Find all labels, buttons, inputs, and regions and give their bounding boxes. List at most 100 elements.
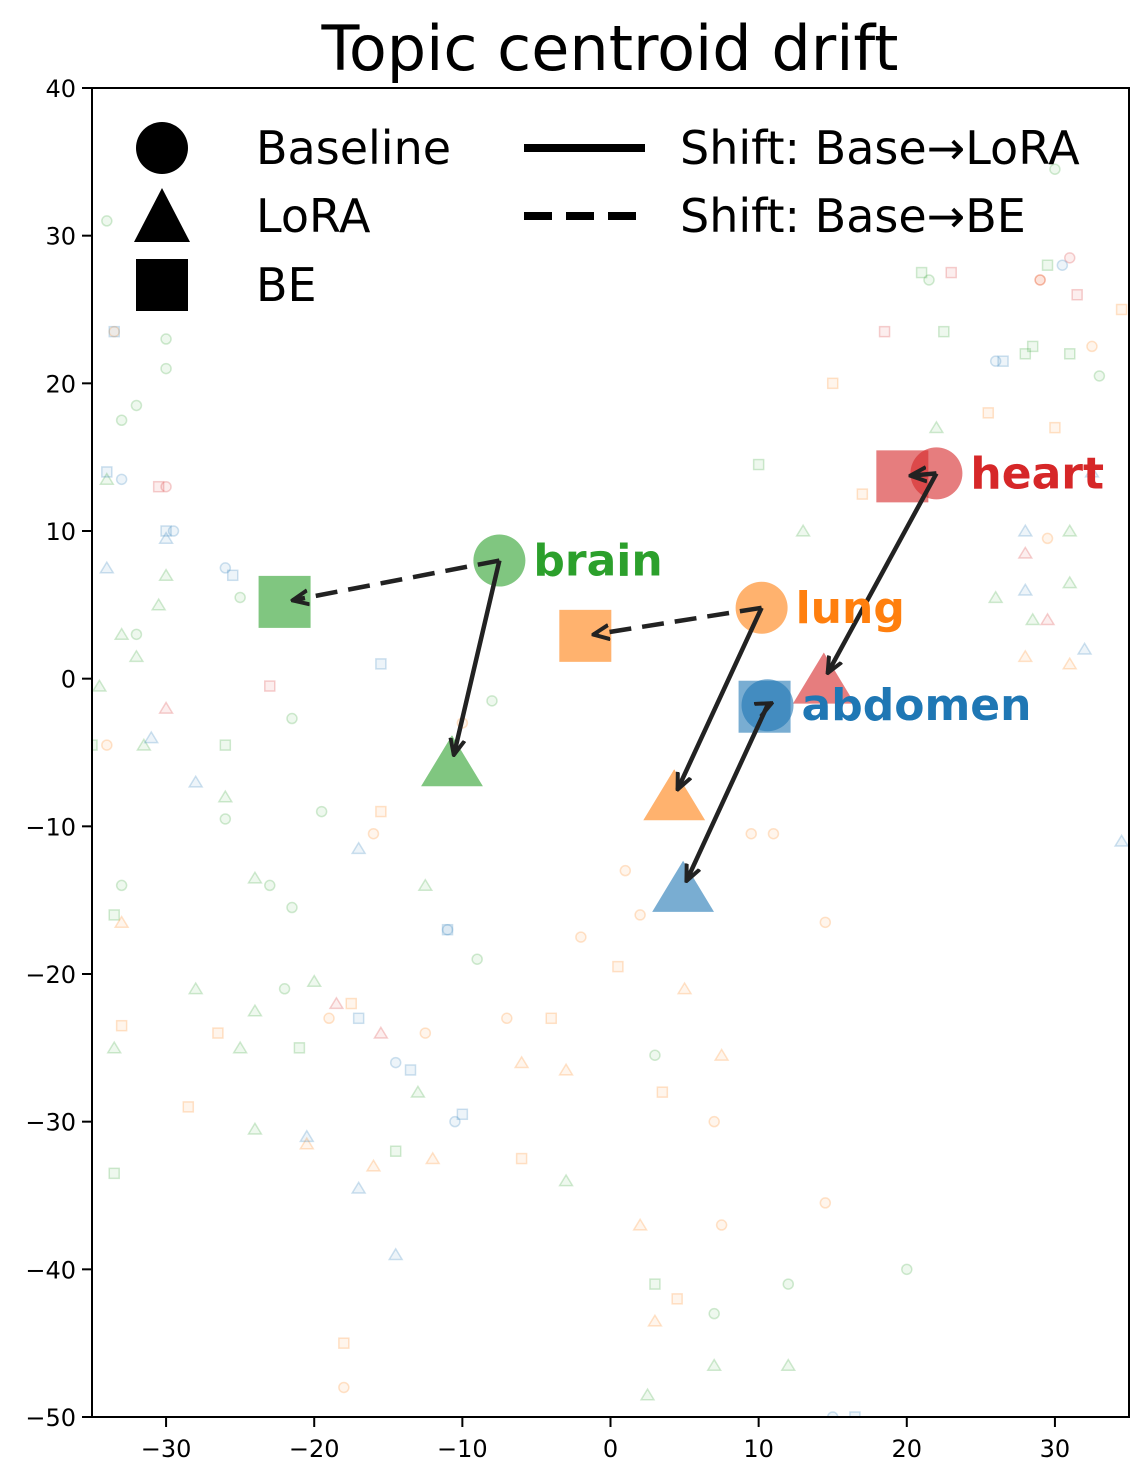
background-point [826,1411,839,1417]
background-point [306,974,322,988]
background-point [108,325,120,338]
legend-label: Shift: Base→LoRA [680,121,1080,175]
background-point [167,525,180,537]
background-point [1041,532,1054,545]
background-point [1061,656,1078,670]
x-tick-label: 10 [743,1435,774,1463]
background-point [982,407,995,419]
background-point [92,739,98,751]
background-point [160,333,172,345]
y-tick-label: −40 [25,1256,76,1284]
topic-label-abdomen: abdomen [802,680,1032,731]
background-point [365,1158,382,1172]
background-point [987,590,1004,604]
x-tick-label: 0 [603,1435,618,1463]
background-point [101,215,113,227]
background-point [780,1358,797,1371]
background-point [997,355,1009,367]
background-point [338,1381,350,1394]
background-point [708,1307,720,1320]
y-tick-label: −10 [25,813,76,841]
background-point [1017,523,1034,537]
background-point [619,864,632,877]
background-point [928,420,945,434]
y-tick-label: 0 [61,666,76,694]
background-point [115,879,128,892]
background-point [486,695,498,707]
lung-be-centroid [559,609,612,662]
x-tick-label: −30 [141,1435,192,1463]
background-point [315,805,328,818]
background-point [915,266,928,279]
heart-lora-shift-arrow [828,472,939,673]
background-point [338,1337,350,1349]
background-point [219,562,232,574]
shift-arrows [292,472,939,881]
background-point [323,1012,335,1025]
background-point [113,627,130,641]
background-point [1017,545,1034,559]
background-point [819,916,832,929]
legend: Baseline LoRA BE Shift: Base→LoRA Shift: Bas… [134,121,1080,312]
background-point [101,466,113,478]
background-point [513,1055,530,1069]
background-point [1026,340,1039,353]
background-point [375,805,387,818]
background-point [152,480,165,493]
legend-label: LoRA [256,189,371,243]
background-point [1076,641,1093,655]
background-point [1063,348,1076,360]
background-point [234,591,246,604]
background-point [1017,582,1034,596]
background-point [424,1151,441,1165]
background-point [113,915,130,928]
legend-label: Baseline [256,121,451,175]
background-point [923,274,935,286]
background-point [676,981,693,995]
y-tick-label: −30 [25,1109,76,1137]
background-point [575,931,587,943]
background-point [345,997,357,1010]
background-point [328,996,345,1010]
background-point [387,1247,404,1261]
background-point [1049,163,1061,175]
background-point [143,730,160,744]
abdomen-lora-shift-arrow [684,704,770,881]
background-point [115,1019,128,1032]
background-point [715,1219,728,1231]
brain-be-shift-arrow [292,558,500,601]
heart-lora-centroid [792,652,855,704]
lung-lora-centroid [643,769,706,821]
background-point [878,325,891,338]
topic-label-heart: heart [970,448,1104,499]
background-point [158,568,174,581]
background-point [1049,421,1061,434]
brain-lora-shift-arrow [454,560,502,756]
background-point [1039,612,1056,626]
background-point [441,923,454,936]
background-points [92,163,1129,1417]
chart-title: Topic centroid drift [321,12,899,85]
brain-lora-centroid [421,735,483,787]
background-point [1115,303,1128,316]
background-point [219,739,232,751]
background-point [375,658,387,670]
topic-label-brain: brain [533,536,662,587]
background-point [795,523,811,537]
background-point [128,649,145,663]
background-point [1041,259,1054,271]
background-point [1019,348,1032,360]
lung-be-shift-arrow [593,605,762,635]
background-point [92,678,108,692]
background-point [232,1040,248,1054]
background-point [901,1263,913,1276]
background-point [856,488,869,500]
background-point [299,1129,315,1143]
background-point [441,923,454,936]
background-point [945,266,957,279]
background-point [106,1040,122,1054]
brain-be-centroid [258,575,311,628]
legend-label: BE [256,258,317,312]
background-point [247,1121,263,1135]
background-point [745,827,757,840]
